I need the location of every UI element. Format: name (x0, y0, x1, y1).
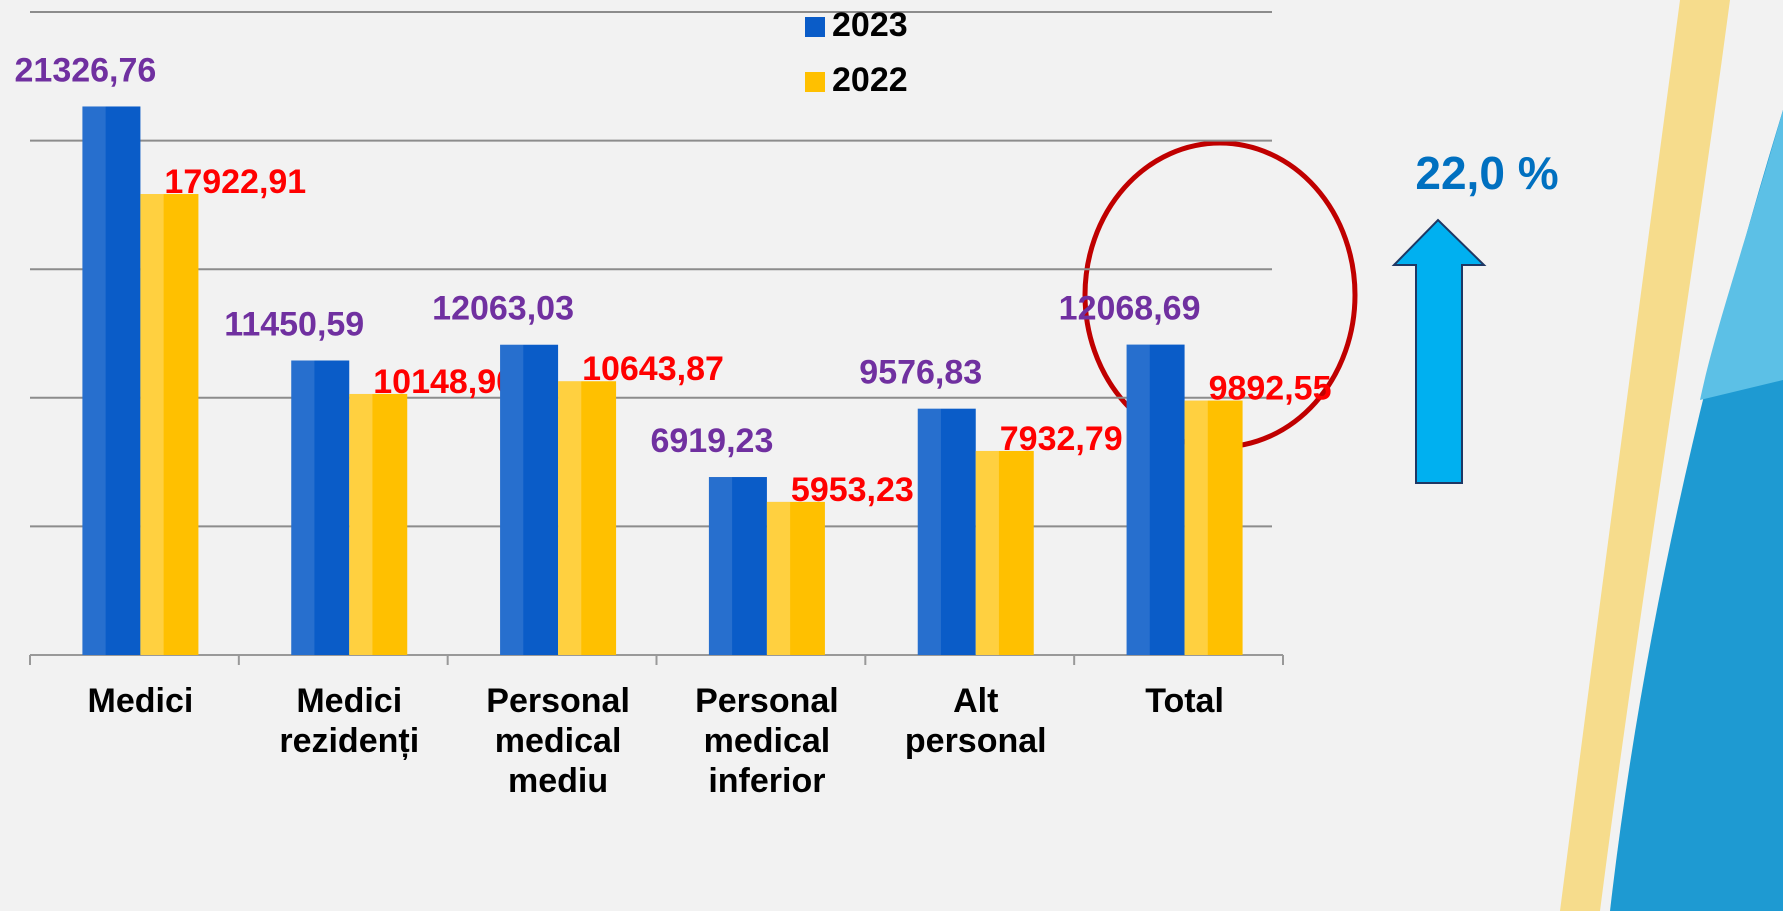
x-tick-label: Medici rezidenți (254, 681, 444, 761)
x-tick-label: Alt personal (881, 681, 1071, 761)
bar-shade (709, 477, 732, 655)
value-label: 5953,23 (791, 471, 914, 509)
legend-swatch (805, 72, 825, 92)
value-label: 6919,23 (650, 422, 773, 460)
chart: 22,0 % 2023202221326,7617922,9111450,591… (0, 0, 1783, 911)
bar-shade (558, 381, 581, 655)
legend-label: 2022 (832, 61, 908, 99)
bar-shade (500, 345, 523, 655)
bar-shade (767, 502, 790, 655)
value-label: 7932,79 (1000, 420, 1123, 458)
value-label: 9892,55 (1209, 370, 1332, 408)
decor-wedge-light (1700, 110, 1783, 400)
value-label: 11450,59 (224, 305, 364, 343)
up-arrow (1394, 220, 1484, 483)
x-tick-label: Total (1090, 681, 1280, 721)
value-label: 17922,91 (164, 163, 306, 201)
legend-swatch (805, 17, 825, 37)
bar-shade (918, 409, 941, 655)
x-tick-label: Personal medical inferior (672, 681, 862, 801)
value-label: 12063,03 (432, 290, 574, 328)
bar-shade (1185, 401, 1208, 655)
value-label: 12068,69 (1059, 290, 1201, 328)
bar-shade (976, 451, 999, 655)
value-label: 10643,87 (582, 350, 724, 388)
bar-shade (291, 360, 314, 655)
x-tick-label: Personal medical mediu (463, 681, 653, 801)
annotation: 22,0 % (1415, 147, 1558, 199)
x-tick-label: Medici (45, 681, 235, 721)
value-label: 9576,83 (859, 354, 982, 392)
value-label: 10148,90 (373, 363, 515, 401)
bar-shade (1127, 345, 1150, 655)
bar-shade (82, 106, 105, 655)
bar-shade (140, 194, 163, 655)
bar-shade (349, 394, 372, 655)
page: 22,0 % 2023202221326,7617922,9111450,591… (0, 0, 1783, 911)
value-label: 21326,76 (15, 51, 157, 89)
legend-label: 2023 (832, 6, 908, 44)
